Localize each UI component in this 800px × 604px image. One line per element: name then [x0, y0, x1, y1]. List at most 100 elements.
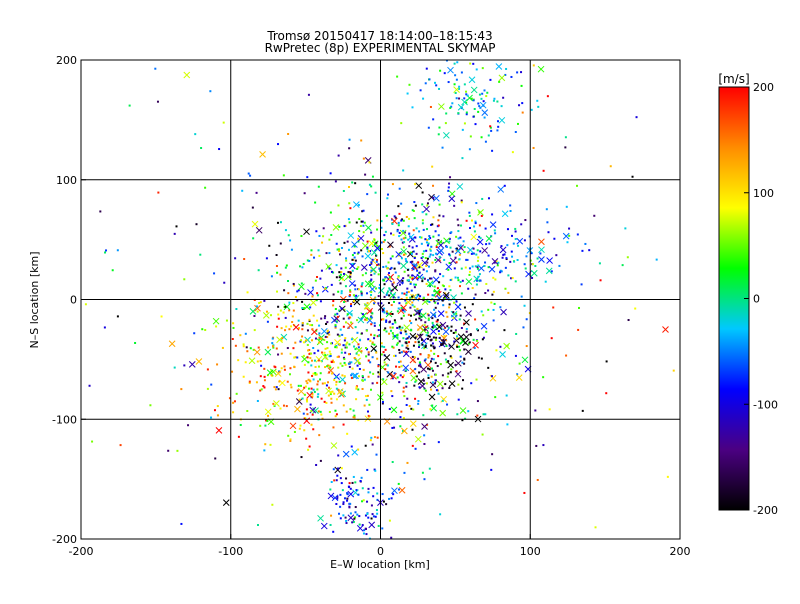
data-point [303, 192, 306, 195]
data-point [457, 279, 460, 282]
data-point [259, 151, 266, 158]
data-point [334, 409, 337, 412]
data-point [359, 338, 362, 341]
data-point [461, 419, 464, 422]
data-point [515, 374, 523, 381]
data-point [487, 308, 490, 311]
data-point [504, 287, 507, 290]
data-point [471, 287, 474, 290]
data-point [335, 413, 338, 416]
data-point [373, 244, 381, 252]
data-point [503, 329, 506, 332]
data-point [354, 182, 357, 185]
data-point [338, 309, 341, 312]
data-point [357, 448, 360, 451]
data-point [489, 374, 497, 382]
data-point [378, 324, 381, 327]
data-point [373, 436, 376, 439]
data-point [406, 337, 409, 340]
data-point [368, 240, 376, 247]
data-point [348, 316, 351, 319]
data-point [426, 261, 429, 264]
data-point [347, 218, 350, 221]
data-point [501, 256, 504, 259]
data-point [430, 357, 433, 360]
data-point [427, 319, 430, 322]
data-point [330, 480, 333, 483]
data-point [565, 354, 568, 357]
data-point [453, 337, 460, 344]
data-point [369, 309, 372, 312]
data-point [344, 382, 347, 385]
data-point [415, 318, 418, 321]
data-point [316, 294, 319, 297]
data-point [252, 237, 255, 240]
data-point [399, 360, 402, 363]
data-point [409, 251, 412, 254]
data-point [376, 335, 379, 338]
data-point [320, 337, 323, 340]
data-point [356, 319, 359, 322]
data-point [267, 346, 270, 349]
data-point [216, 405, 219, 408]
data-point [332, 426, 335, 429]
data-point [491, 293, 494, 296]
data-point [396, 326, 399, 329]
data-point [484, 292, 487, 295]
data-point [467, 342, 470, 345]
data-point [445, 361, 448, 364]
data-point [422, 313, 425, 316]
data-point [370, 261, 373, 264]
data-point [386, 290, 389, 293]
data-point [422, 276, 425, 279]
data-point [402, 386, 405, 389]
data-point [418, 371, 421, 374]
data-point [264, 424, 267, 427]
data-point [354, 259, 357, 262]
data-point [410, 262, 418, 270]
data-point [500, 245, 503, 248]
data-point [244, 361, 247, 364]
data-point [479, 279, 482, 282]
data-point [428, 78, 431, 81]
data-point [338, 335, 341, 338]
data-point [285, 405, 288, 408]
data-point [401, 241, 404, 244]
data-point [385, 503, 388, 506]
data-point [340, 467, 343, 470]
data-point [345, 410, 348, 413]
data-point [495, 349, 498, 352]
data-point [336, 495, 339, 498]
data-point [331, 359, 334, 362]
data-point [407, 225, 410, 228]
data-point [291, 315, 294, 318]
data-point [428, 255, 431, 258]
data-point [431, 294, 434, 297]
data-point [362, 209, 365, 212]
data-point [415, 375, 418, 378]
data-point [449, 371, 452, 374]
data-point [334, 324, 337, 327]
data-point [410, 322, 413, 325]
data-point [234, 257, 237, 260]
data-point [627, 319, 630, 322]
data-point [293, 430, 296, 433]
data-point [324, 287, 327, 290]
data-point [455, 249, 458, 252]
data-point [362, 224, 365, 227]
data-point [248, 380, 251, 383]
data-point [342, 317, 345, 320]
data-point [411, 274, 414, 277]
data-point [435, 84, 438, 87]
data-point [431, 261, 434, 264]
data-point [314, 373, 317, 376]
data-point [336, 248, 339, 251]
data-point [265, 257, 268, 260]
data-point [312, 428, 315, 431]
data-point [473, 297, 476, 300]
data-point [414, 447, 417, 450]
data-point [521, 356, 529, 364]
data-point [403, 241, 406, 244]
colorbar-tick-label: -200 [753, 504, 778, 517]
y-tick-label: 100 [56, 174, 77, 187]
